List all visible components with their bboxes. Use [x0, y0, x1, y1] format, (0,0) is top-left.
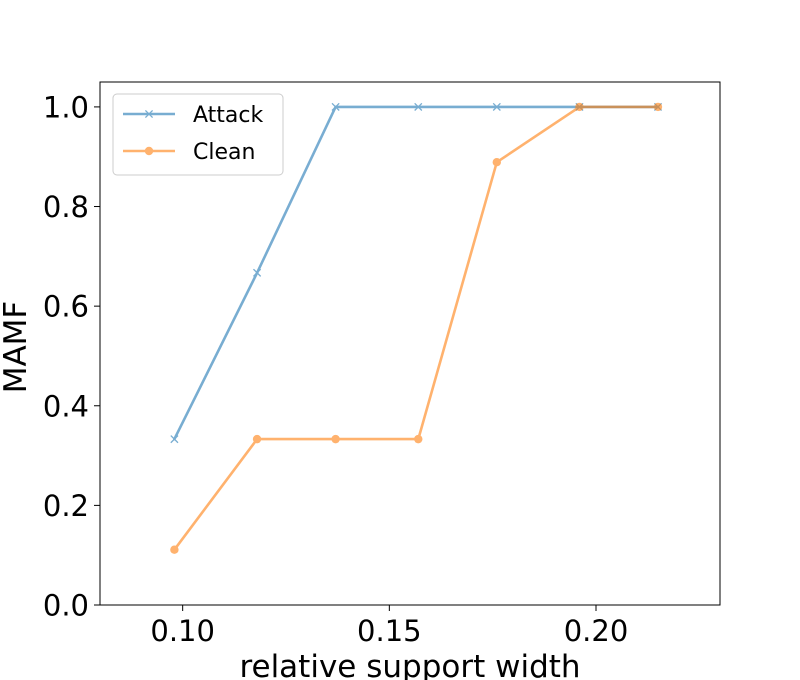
x-tick-label: 0.15	[357, 614, 422, 648]
legend-entry: Attack	[123, 103, 263, 128]
x-tick-label: 0.10	[150, 614, 215, 648]
y-tick-label: 0.4	[43, 389, 89, 423]
data-point	[331, 102, 340, 111]
data-point	[492, 102, 501, 111]
data-point	[492, 157, 501, 167]
x-tick-label: 0.20	[564, 614, 629, 648]
y-tick-label: 0.8	[43, 190, 89, 224]
data-point	[414, 434, 423, 444]
data-point	[252, 434, 262, 444]
data-point	[414, 102, 423, 111]
series-clean	[170, 102, 663, 554]
x-axis-label: relative support width	[239, 649, 580, 680]
legend-handle	[123, 109, 175, 119]
legend-marker	[144, 146, 154, 156]
axes-frame	[99, 81, 721, 606]
data-point	[170, 435, 179, 444]
legend: Attack Clean	[112, 93, 284, 176]
plot-area	[170, 102, 663, 554]
data-point	[653, 102, 663, 112]
legend-label: Attack	[193, 103, 263, 128]
data-point	[331, 434, 340, 444]
data-point	[170, 545, 179, 554]
y-tick-label: 1.0	[43, 90, 89, 124]
legend-marker	[144, 109, 154, 119]
y-tick-label: 0.2	[43, 489, 89, 523]
y-axis-label: MAMF	[0, 301, 34, 394]
y-tick-label: 0.0	[43, 589, 89, 623]
data-point	[575, 102, 584, 112]
legend-label: Clean	[193, 140, 255, 165]
ticks-layer: 0.10 0.15 0.20 0.0 0.2 0.4 0.6 0.8 1.0	[43, 90, 628, 648]
legend-handle	[123, 146, 175, 156]
y-tick-label: 0.6	[43, 290, 89, 324]
data-point	[253, 268, 262, 277]
legend-entry: Clean	[123, 140, 255, 165]
